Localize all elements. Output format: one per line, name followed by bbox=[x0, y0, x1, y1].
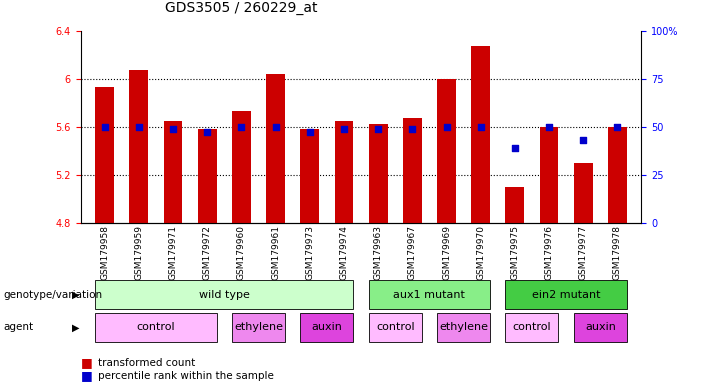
Bar bbox=[266, 74, 285, 223]
Point bbox=[270, 124, 281, 130]
Text: ▶: ▶ bbox=[72, 290, 79, 300]
Text: aux1 mutant: aux1 mutant bbox=[393, 290, 465, 300]
Bar bbox=[300, 129, 319, 223]
Bar bbox=[403, 118, 422, 223]
Point bbox=[201, 129, 212, 136]
Bar bbox=[163, 121, 182, 223]
Bar bbox=[437, 79, 456, 223]
Text: auxin: auxin bbox=[585, 322, 615, 333]
Point bbox=[578, 137, 589, 143]
Point bbox=[339, 126, 350, 132]
Text: wild type: wild type bbox=[199, 290, 250, 300]
Text: agent: agent bbox=[4, 322, 34, 333]
Bar bbox=[505, 187, 524, 223]
Bar bbox=[471, 46, 490, 223]
Point bbox=[304, 129, 315, 136]
Bar bbox=[540, 127, 559, 223]
Bar bbox=[334, 121, 353, 223]
Bar bbox=[574, 163, 592, 223]
Text: control: control bbox=[512, 322, 551, 333]
Text: genotype/variation: genotype/variation bbox=[4, 290, 102, 300]
Text: control: control bbox=[137, 322, 175, 333]
Bar bbox=[198, 129, 217, 223]
Bar bbox=[608, 127, 627, 223]
Point bbox=[133, 124, 144, 130]
Text: control: control bbox=[376, 322, 414, 333]
Text: ■: ■ bbox=[81, 356, 93, 369]
Point bbox=[475, 124, 486, 130]
Bar bbox=[130, 70, 148, 223]
Text: GDS3505 / 260229_at: GDS3505 / 260229_at bbox=[165, 2, 318, 15]
Text: ein2 mutant: ein2 mutant bbox=[532, 290, 601, 300]
Point bbox=[168, 126, 179, 132]
Point bbox=[372, 126, 383, 132]
Bar bbox=[95, 87, 114, 223]
Text: transformed count: transformed count bbox=[98, 358, 196, 368]
Text: ▶: ▶ bbox=[72, 322, 79, 333]
Point bbox=[99, 124, 110, 130]
Point bbox=[407, 126, 418, 132]
Point bbox=[612, 124, 623, 130]
Point bbox=[510, 145, 521, 151]
Text: ethylene: ethylene bbox=[234, 322, 283, 333]
Text: percentile rank within the sample: percentile rank within the sample bbox=[98, 371, 274, 381]
Point bbox=[543, 124, 554, 130]
Bar bbox=[232, 111, 251, 223]
Bar bbox=[369, 124, 388, 223]
Text: ethylene: ethylene bbox=[439, 322, 488, 333]
Point bbox=[236, 124, 247, 130]
Text: ■: ■ bbox=[81, 369, 93, 382]
Text: auxin: auxin bbox=[311, 322, 342, 333]
Point bbox=[441, 124, 452, 130]
